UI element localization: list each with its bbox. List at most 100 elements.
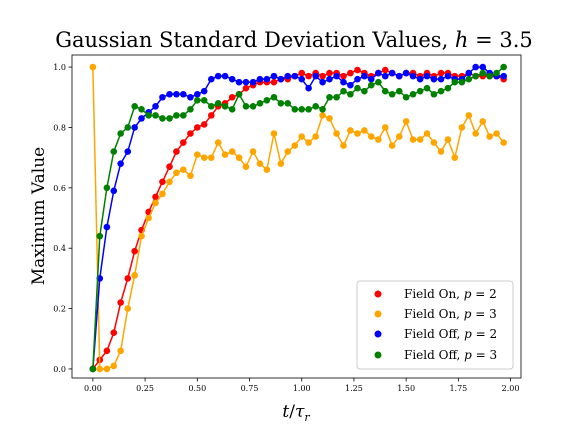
- data-point: [472, 63, 479, 71]
- x-tick-label: 1.50: [397, 384, 415, 393]
- data-point: [347, 90, 354, 98]
- data-point: [256, 100, 264, 107]
- data-point: [152, 193, 159, 201]
- data-point: [340, 87, 347, 95]
- data-point: [138, 106, 145, 113]
- y-tick-label: 0.4: [53, 244, 66, 253]
- data-point: [214, 139, 222, 146]
- x-tick-label: 0.00: [84, 384, 102, 393]
- data-point: [416, 75, 424, 83]
- data-point: [249, 78, 257, 86]
- y-tick-label: 0.0: [53, 365, 66, 374]
- data-point: [361, 127, 368, 134]
- data-point: [500, 63, 507, 71]
- data-point: [138, 115, 145, 122]
- data-point: [270, 130, 278, 137]
- data-point: [305, 106, 312, 113]
- legend-entry-field-off-p2: Field Off, p = 2: [374, 327, 497, 341]
- data-point: [347, 127, 354, 134]
- data-point: [207, 154, 215, 161]
- data-point: [187, 130, 194, 137]
- data-point: [381, 66, 389, 74]
- data-point: [326, 75, 333, 83]
- data-point: [221, 151, 229, 158]
- data-point: [277, 160, 285, 167]
- data-point: [284, 148, 292, 155]
- data-point: [479, 63, 487, 71]
- data-point: [277, 100, 285, 107]
- data-point: [263, 96, 271, 104]
- data-point: [180, 166, 187, 174]
- x-tick-label: 1.75: [449, 384, 467, 393]
- data-point: [402, 93, 410, 101]
- data-point: [291, 142, 299, 149]
- data-point: [367, 81, 375, 89]
- data-point: [145, 214, 152, 222]
- data-point: [89, 365, 97, 373]
- data-point: [145, 112, 152, 119]
- data-point: [207, 75, 215, 83]
- x-tick-label: 0.75: [241, 384, 259, 393]
- data-point: [326, 69, 333, 77]
- data-point: [263, 75, 271, 83]
- data-point: [458, 78, 466, 86]
- x-tick-label: 0.25: [136, 384, 154, 393]
- data-point: [194, 151, 201, 158]
- data-point: [354, 130, 361, 137]
- data-point: [333, 72, 340, 80]
- data-point: [194, 96, 201, 104]
- data-point: [340, 142, 347, 149]
- data-point: [200, 87, 208, 95]
- legend-marker-field-on-p3: [374, 310, 382, 318]
- data-point: [291, 106, 299, 113]
- data-point: [354, 84, 361, 92]
- data-point: [235, 154, 243, 161]
- data-point: [187, 93, 194, 101]
- data-point: [444, 72, 452, 80]
- data-point: [117, 130, 124, 137]
- data-point: [437, 148, 445, 155]
- axes-frame: [71, 54, 522, 379]
- data-point: [298, 106, 306, 113]
- x-tick-label: 1.25: [345, 384, 363, 393]
- data-point: [284, 72, 292, 80]
- data-point: [444, 136, 452, 143]
- data-point: [479, 69, 487, 77]
- data-point: [131, 124, 138, 131]
- data-point: [326, 93, 333, 101]
- data-point: [131, 103, 138, 110]
- data-point: [375, 69, 382, 77]
- chart-title: Gaussian Standard Deviation Values, h = …: [55, 28, 533, 52]
- series-2: [89, 63, 507, 373]
- data-point: [110, 362, 118, 370]
- data-point: [340, 72, 347, 80]
- data-point: [388, 142, 396, 149]
- data-point: [340, 78, 347, 86]
- legend-box: [356, 280, 514, 370]
- data-point: [333, 93, 340, 101]
- data-point: [228, 93, 236, 101]
- data-point: [200, 121, 208, 128]
- data-point: [430, 75, 438, 83]
- data-point: [430, 139, 438, 146]
- legend-entry-field-off-p3: Field Off, p = 3: [374, 348, 497, 362]
- data-point: [451, 78, 459, 86]
- data-point: [423, 84, 431, 92]
- data-point: [416, 136, 424, 143]
- data-point: [124, 275, 132, 282]
- data-point: [214, 100, 222, 107]
- legend-label-field-off-p2: Field Off, p = 2: [404, 327, 497, 341]
- data-point: [270, 72, 278, 80]
- data-point: [347, 69, 354, 77]
- data-point: [465, 69, 473, 77]
- data-point: [493, 69, 500, 77]
- data-point: [458, 124, 466, 131]
- data-point: [354, 75, 361, 83]
- data-point: [423, 130, 431, 137]
- data-point: [333, 130, 340, 137]
- legend-marker-field-on-p2: [374, 290, 382, 298]
- data-point: [416, 87, 424, 95]
- data-point: [381, 124, 389, 131]
- data-point: [277, 75, 285, 83]
- data-point: [221, 72, 229, 80]
